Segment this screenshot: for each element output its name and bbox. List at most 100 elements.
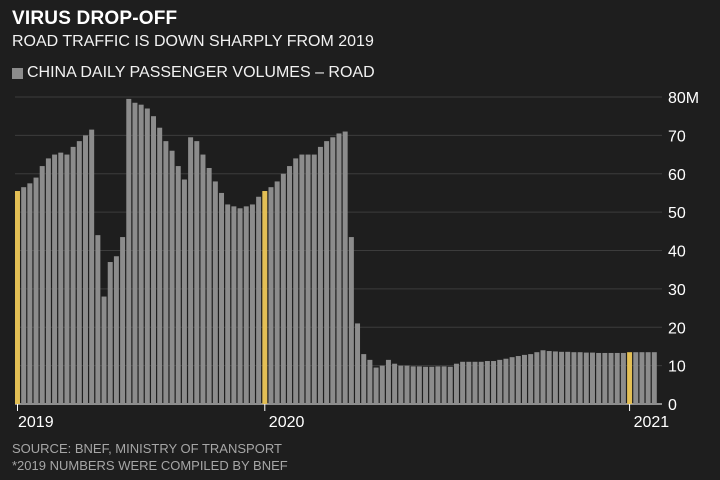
bar [287, 166, 293, 404]
bar [45, 158, 51, 404]
bar [175, 166, 181, 404]
bar [101, 296, 107, 404]
bar [89, 129, 95, 404]
bar [33, 177, 39, 404]
bar [410, 366, 416, 404]
bar [639, 352, 645, 404]
bar [608, 352, 614, 404]
chart-title: VIRUS DROP-OFF [12, 8, 178, 29]
bar [342, 131, 348, 405]
bar [64, 154, 70, 404]
bar-highlight [627, 352, 633, 404]
bar [243, 206, 249, 404]
bar [126, 98, 132, 405]
bar [231, 206, 237, 404]
y-tick-label: 60 [668, 167, 686, 184]
bar [614, 352, 620, 404]
bar [497, 359, 503, 404]
bar [392, 363, 398, 404]
y-tick-label: 30 [668, 282, 686, 299]
bar [515, 356, 521, 404]
bar [460, 361, 466, 404]
bar [181, 179, 187, 404]
bar [447, 366, 453, 404]
x-tick-label: 2019 [18, 414, 54, 431]
bar [645, 352, 651, 404]
bar [76, 141, 82, 404]
bar [348, 237, 354, 404]
y-tick-label: 40 [668, 244, 686, 261]
y-tick-label: 80M [668, 90, 699, 107]
bar [398, 365, 404, 405]
bar [95, 235, 101, 404]
bar [299, 154, 305, 404]
bar [429, 366, 435, 404]
y-tick-label: 70 [668, 128, 686, 145]
legend-label: CHINA DAILY PASSENGER VOLUMES – ROAD [27, 64, 375, 81]
bar [620, 352, 626, 404]
bar [559, 351, 565, 404]
bar [509, 357, 515, 404]
bar [373, 367, 379, 404]
bar [534, 352, 540, 404]
bar [70, 146, 76, 404]
bar [453, 363, 459, 404]
bar [206, 167, 212, 404]
x-tick-label: 2020 [269, 414, 305, 431]
bar-highlight [262, 191, 268, 404]
y-tick-label: 50 [668, 205, 686, 222]
bar [528, 354, 534, 404]
legend-swatch-icon [12, 67, 23, 79]
legend: CHINA DAILY PASSENGER VOLUMES – ROAD [12, 64, 375, 82]
bar [52, 154, 58, 404]
bar [367, 359, 373, 404]
bar [379, 365, 385, 405]
bar [280, 173, 286, 404]
bar [355, 323, 361, 404]
bar [336, 133, 342, 404]
bar [571, 352, 577, 404]
bar [144, 108, 150, 404]
bar [416, 366, 422, 404]
bar [361, 354, 367, 404]
bar [546, 351, 552, 404]
bar [324, 141, 330, 404]
bar [138, 104, 144, 405]
bar [478, 361, 484, 404]
bar [565, 351, 571, 404]
bar [151, 116, 156, 404]
bar [169, 150, 175, 404]
source-note: SOURCE: BNEF, MINISTRY OF TRANSPORT [12, 441, 282, 456]
bar [113, 256, 119, 404]
bar [540, 350, 546, 404]
bar [132, 102, 138, 404]
bar [633, 352, 639, 404]
bar [21, 187, 27, 404]
bar [256, 196, 262, 404]
bar [577, 352, 583, 404]
bar [120, 237, 126, 404]
bar [466, 361, 472, 404]
bar [596, 352, 602, 404]
bar [39, 166, 45, 404]
bar [441, 366, 447, 404]
bar [268, 187, 274, 404]
bar [317, 146, 323, 404]
bar [602, 352, 608, 404]
bar [435, 366, 441, 404]
y-tick-label: 20 [668, 320, 686, 337]
bar [237, 208, 243, 404]
bar [157, 127, 163, 404]
bar [472, 361, 478, 404]
bar [311, 154, 317, 404]
bar [651, 352, 657, 404]
bar-highlight [15, 191, 20, 404]
bar [163, 141, 169, 404]
bar [330, 137, 336, 405]
y-tick-label: 0 [668, 397, 677, 414]
bar [225, 204, 231, 404]
bar [293, 158, 299, 404]
bar [589, 352, 595, 404]
bar [219, 192, 225, 404]
